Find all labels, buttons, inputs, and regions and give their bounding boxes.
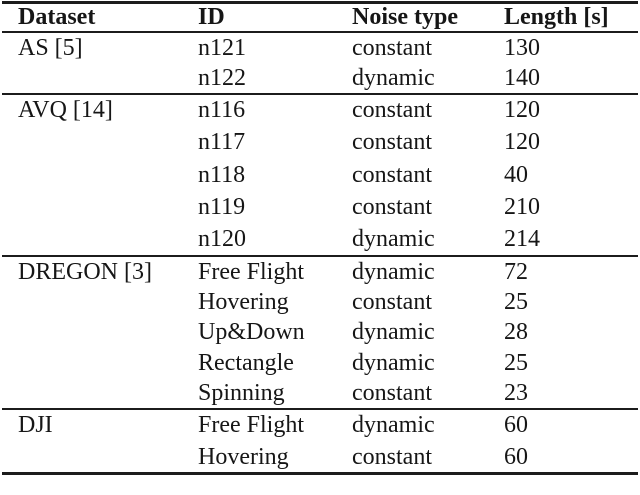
group-as: AS [5] n121 constant 130 n122 dynamic 14… [2,32,638,94]
id-cell: Free Flight [198,412,304,439]
dataset-label-empty [2,126,198,159]
dataset-label-empty [2,287,198,318]
dataset-label: AS [5] [18,34,83,61]
length-cell: 60 [504,443,528,470]
length-cell: 60 [504,412,528,439]
id-cell: n121 [198,34,246,61]
column-header-length: Length [s] [504,4,609,31]
length-cell: 120 [504,97,540,124]
table-row: DJI Free Flight dynamic 60 [2,409,638,442]
noise-type-cell: constant [352,288,432,315]
noise-type-cell: dynamic [352,349,435,376]
id-cell: n116 [198,97,246,124]
noise-type-cell: dynamic [352,64,435,91]
length-cell: 130 [504,34,540,61]
noise-type-cell: constant [352,379,432,406]
length-cell: 140 [504,64,540,91]
length-cell: 210 [504,194,540,221]
dataset-label: DJI [18,412,53,439]
dataset-table: Dataset ID Noise type Length [s] AS [5] … [2,1,638,475]
id-cell: Hovering [198,443,289,470]
table-row: n117 constant 120 [2,126,638,159]
noise-type-cell: dynamic [352,258,435,285]
table-row: DREGON [3] Free Flight dynamic 72 [2,256,638,287]
noise-type-cell: constant [352,161,432,188]
column-header-id: ID [198,4,225,31]
noise-type-cell: dynamic [352,412,435,439]
id-cell: Spinning [198,379,285,406]
length-cell: 120 [504,129,540,156]
id-cell: Free Flight [198,258,304,285]
dataset-label-empty [2,191,198,224]
dataset-label-empty [2,441,198,474]
table-row: AVQ [14] n116 constant 120 [2,94,638,127]
group-dji: DJI Free Flight dynamic 60 Hovering cons… [2,409,638,474]
dataset-label-empty [2,317,198,348]
dataset-label-empty [2,224,198,257]
table-row: Up&Down dynamic 28 [2,317,638,348]
noise-type-cell: constant [352,129,432,156]
column-header-dataset: Dataset [18,4,96,31]
length-cell: 40 [504,161,528,188]
dataset-label: DREGON [3] [18,258,152,285]
group-avq: AVQ [14] n116 constant 120 n117 constant… [2,94,638,257]
id-cell: n122 [198,64,246,91]
length-cell: 23 [504,379,528,406]
table-row: n122 dynamic 140 [2,63,638,94]
id-cell: Hovering [198,288,289,315]
length-cell: 72 [504,258,528,285]
id-cell: Up&Down [198,319,305,346]
dataset-label-empty [2,63,198,94]
length-cell: 25 [504,288,528,315]
table-row: Rectangle dynamic 25 [2,348,638,379]
length-cell: 25 [504,349,528,376]
noise-type-cell: constant [352,194,432,221]
group-dregon: DREGON [3] Free Flight dynamic 72 Hoveri… [2,256,638,409]
noise-type-cell: constant [352,97,432,124]
table-row: Hovering constant 60 [2,441,638,474]
column-header-noise-type: Noise type [352,4,458,31]
id-cell: Rectangle [198,349,294,376]
id-cell: n117 [198,129,246,156]
noise-type-cell: constant [352,443,432,470]
noise-type-cell: dynamic [352,226,435,253]
table-row: n118 constant 40 [2,159,638,192]
table-row: AS [5] n121 constant 130 [2,32,638,63]
length-cell: 214 [504,226,540,253]
id-cell: n118 [198,161,246,188]
dataset-label-empty [2,378,198,409]
length-cell: 28 [504,319,528,346]
table-row: n120 dynamic 214 [2,224,638,257]
dataset-label-empty [2,348,198,379]
table-row: Hovering constant 25 [2,287,638,318]
dataset-label-empty [2,159,198,192]
noise-type-cell: dynamic [352,319,435,346]
table-header: Dataset ID Noise type Length [s] [2,2,638,32]
id-cell: n119 [198,194,246,221]
table-row: n119 constant 210 [2,191,638,224]
id-cell: n120 [198,226,246,253]
noise-type-cell: constant [352,34,432,61]
header-row: Dataset ID Noise type Length [s] [2,2,638,32]
table-row: Spinning constant 23 [2,378,638,409]
dataset-label: AVQ [14] [18,97,113,124]
